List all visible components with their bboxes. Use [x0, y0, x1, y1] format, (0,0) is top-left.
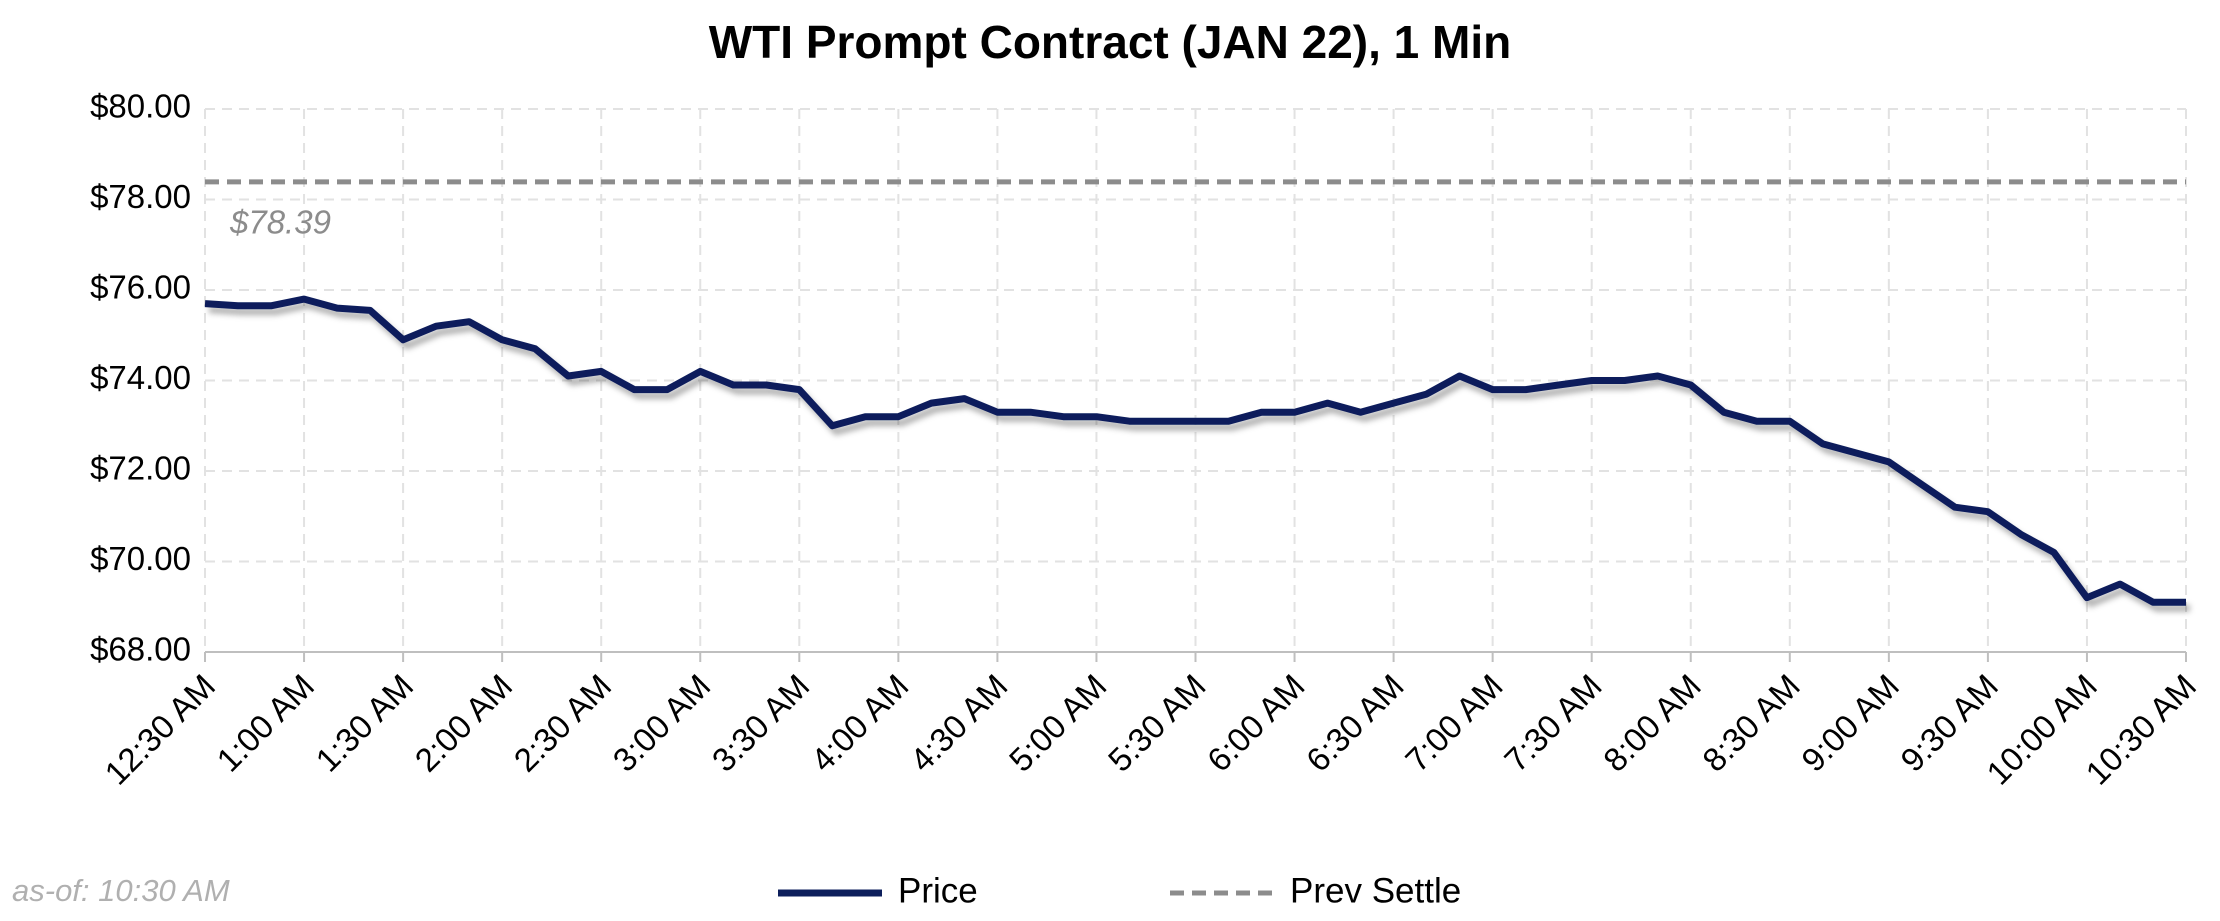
chart-title: WTI Prompt Contract (JAN 22), 1 Min [709, 16, 1511, 68]
x-tick-label: 4:30 AM [903, 667, 1015, 779]
y-tick-label: $70.00 [90, 540, 191, 577]
x-tick-label: 2:30 AM [507, 667, 619, 779]
x-tick-label: 9:00 AM [1794, 667, 1906, 779]
x-tick-label: 3:00 AM [606, 667, 718, 779]
x-tick-label: 12:30 AM [97, 667, 222, 792]
x-tick-label: 2:00 AM [407, 667, 519, 779]
x-tick-label: 7:30 AM [1497, 667, 1609, 779]
x-tick-label: 4:00 AM [804, 667, 916, 779]
x-tick-label: 8:30 AM [1695, 667, 1807, 779]
y-tick-label: $68.00 [90, 631, 191, 668]
y-tick-label: $74.00 [90, 359, 191, 396]
x-tick-label: 5:00 AM [1002, 667, 1114, 779]
y-tick-label: $72.00 [90, 450, 191, 487]
x-tick-label: 1:30 AM [308, 667, 420, 779]
legend-label: Price [898, 871, 978, 910]
x-tick-label: 7:00 AM [1398, 667, 1510, 779]
price-line [204, 295, 2186, 606]
y-tick-label: $78.00 [90, 178, 191, 215]
x-tick-label: 3:30 AM [705, 667, 817, 779]
x-tick-label: 8:00 AM [1596, 667, 1708, 779]
legend-label: Prev Settle [1290, 871, 1461, 910]
y-tick-label: $80.00 [90, 88, 191, 125]
x-tick-label: 10:30 AM [2078, 667, 2203, 792]
y-tick-label: $76.00 [90, 269, 191, 306]
x-tick-label: 6:00 AM [1200, 667, 1312, 779]
x-tick-label: 6:30 AM [1299, 667, 1411, 779]
reference-label: $78.39 [229, 204, 331, 241]
x-tick-label: 5:30 AM [1101, 667, 1213, 779]
x-tick-label: 1:00 AM [209, 667, 321, 779]
footnote: as-of: 10:30 AM [12, 873, 230, 908]
